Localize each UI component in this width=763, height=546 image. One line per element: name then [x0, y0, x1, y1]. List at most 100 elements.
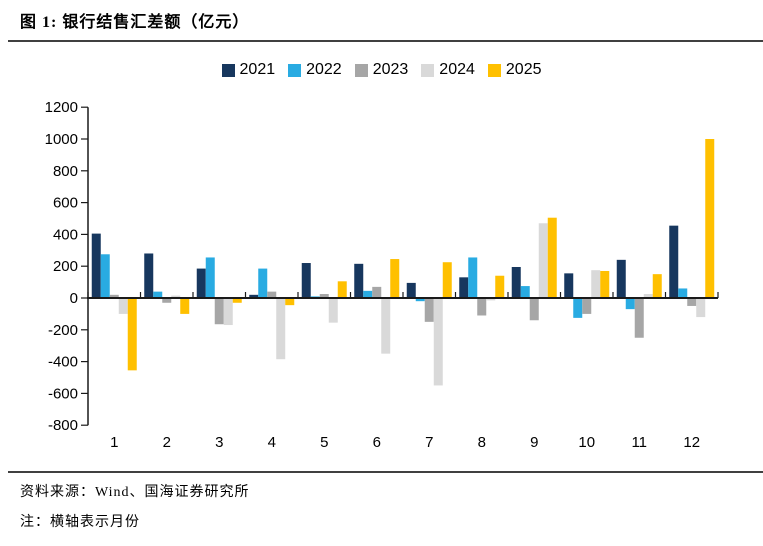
x-tick-label: 4: [268, 434, 276, 451]
bar-2022-month-9: [520, 286, 530, 298]
y-tick-label: 400: [53, 226, 78, 243]
x-tick-label: 7: [425, 434, 433, 451]
bar-2021-month-3: [196, 268, 206, 298]
bar-2024-month-11: [643, 294, 653, 298]
bar-2023-month-8: [477, 298, 487, 316]
legend-item-2024: 2024: [421, 61, 475, 79]
source-text: 资料来源：Wind、国海证券研究所: [20, 485, 250, 500]
bar-2024-month-4: [276, 298, 286, 360]
bar-2025-month-6: [390, 259, 400, 298]
bar-2021-month-10: [564, 273, 574, 298]
legend-swatch-2025: [487, 63, 501, 77]
bar-2025-month-4: [285, 298, 295, 306]
bar-2025-month-2: [180, 298, 190, 314]
bar-2022-month-8: [468, 257, 478, 298]
bar-2022-month-10: [573, 298, 583, 318]
legend-swatch-2023: [354, 63, 368, 77]
bar-2024-month-9: [538, 223, 548, 298]
title-divider: [8, 40, 763, 42]
footer-divider: [8, 471, 763, 473]
x-tick-label: 10: [578, 434, 595, 451]
x-tick-label: 12: [683, 434, 700, 451]
bar-2025-month-3: [232, 298, 242, 303]
bar-2023-month-1: [109, 294, 119, 298]
bar-2023-month-4: [267, 291, 277, 298]
bar-2023-month-6: [372, 286, 382, 298]
y-tick-label: -600: [48, 385, 78, 402]
y-tick-label: 0: [70, 290, 78, 307]
bar-2023-month-10: [582, 298, 592, 314]
y-tick-label: 1200: [45, 99, 78, 116]
x-tick-label: 8: [478, 434, 486, 451]
bar-2025-month-11: [652, 274, 662, 298]
legend-label: 2023: [372, 61, 409, 78]
bar-2021-month-1: [91, 233, 101, 298]
bar-2023-month-7: [424, 298, 434, 322]
legend-item-2021: 2021: [221, 61, 276, 79]
bar-2021-month-5: [301, 263, 311, 298]
legend-label: 2024: [439, 61, 475, 78]
note-text: 注：横轴表示月份: [20, 515, 140, 530]
x-tick-label: 9: [530, 434, 538, 451]
bar-2021-month-12: [669, 225, 679, 298]
bar-2023-month-11: [634, 298, 644, 338]
y-tick-label: 800: [53, 163, 78, 180]
bar-2025-month-7: [442, 262, 452, 298]
bar-2025-month-8: [495, 275, 505, 298]
legend-swatch-2024: [421, 63, 435, 77]
bar-2021-month-4: [249, 294, 259, 298]
x-tick-label: 3: [215, 434, 223, 451]
bar-2025-month-9: [547, 217, 557, 298]
legend-label: 2021: [239, 61, 276, 78]
bar-2024-month-12: [696, 298, 706, 318]
x-tick-label: 2: [163, 434, 171, 451]
bar-2021-month-2: [144, 253, 154, 298]
bar-2023-month-3: [214, 298, 224, 325]
bar-2021-month-11: [616, 259, 626, 298]
legend-label: 2025: [505, 61, 542, 78]
bar-2022-month-12: [678, 288, 688, 298]
legend-swatch-2022: [288, 63, 302, 77]
bar-2023-month-9: [529, 298, 539, 321]
bar-2025-month-5: [337, 281, 347, 298]
x-tick-label: 1: [110, 434, 118, 451]
bar-2022-month-3: [205, 257, 215, 298]
bar-2022-month-6: [363, 290, 373, 298]
y-tick-label: 200: [53, 258, 78, 275]
bar-2024-month-3: [223, 298, 233, 326]
x-tick-label: 6: [373, 434, 381, 451]
bar-2022-month-4: [258, 268, 268, 298]
bar-2024-month-8: [486, 298, 496, 301]
y-tick-label: 600: [53, 195, 78, 212]
legend-item-2022: 2022: [288, 61, 342, 79]
bar-2025-month-1: [127, 298, 137, 371]
bar-2024-month-10: [591, 270, 601, 298]
bar-2025-month-10: [600, 270, 610, 298]
chart-legend: 2021 2022 2023 2024 2025: [0, 61, 763, 79]
bar-2021-month-8: [459, 277, 469, 298]
bar-2021-month-6: [354, 263, 364, 298]
y-tick-label: -800: [48, 417, 78, 434]
x-tick-label: 11: [631, 434, 647, 451]
bar-2024-month-1: [118, 298, 128, 314]
y-tick-label: -400: [48, 354, 78, 371]
legend-item-2025: 2025: [487, 61, 542, 79]
bar-2023-month-12: [687, 298, 697, 306]
bar-2021-month-9: [511, 266, 521, 298]
bar-2023-month-5: [319, 294, 329, 298]
y-tick-label: 1000: [45, 131, 78, 148]
legend-swatch-2021: [221, 63, 235, 77]
figure-title: 图 1: 银行结售汇差额（亿元）: [20, 14, 250, 31]
bar-2022-month-11: [625, 298, 635, 310]
bar-2024-month-6: [381, 298, 391, 354]
bar-2025-month-12: [705, 139, 715, 298]
bar-2024-month-7: [433, 298, 443, 386]
bar-2022-month-1: [100, 254, 110, 298]
bar-2024-month-5: [328, 298, 338, 323]
bar-2023-month-2: [162, 298, 172, 303]
bar-2024-month-2: [171, 295, 181, 298]
x-tick-label: 5: [320, 434, 328, 451]
legend-item-2023: 2023: [354, 61, 409, 79]
legend-label: 2022: [306, 61, 342, 78]
